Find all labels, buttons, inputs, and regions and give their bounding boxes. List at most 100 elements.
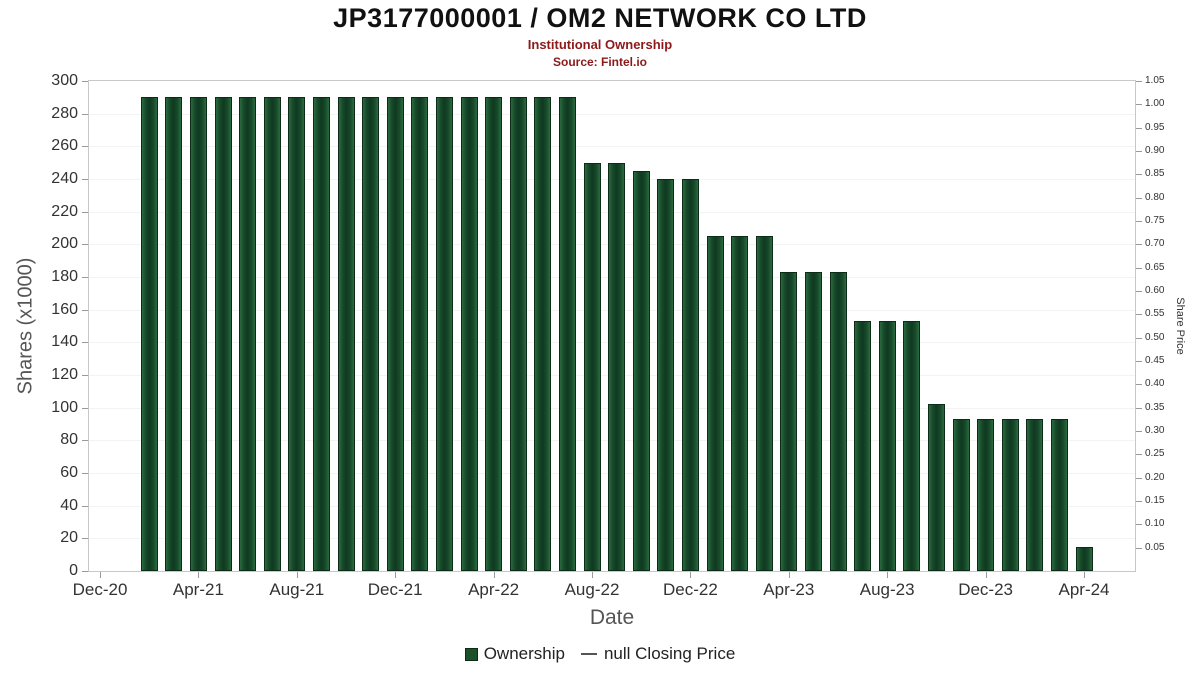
- y-tick-label: 80: [60, 431, 78, 449]
- secondary-y-axis-tick: [1136, 524, 1142, 526]
- x-tick-label: Apr-21: [172, 580, 224, 599]
- x-axis-tick: [788, 572, 790, 578]
- secondary-y-tick-label: 0.50: [1145, 331, 1165, 343]
- secondary-y-tick-label: 0.15: [1145, 495, 1165, 506]
- ownership-bar: [411, 97, 429, 571]
- ownership-bar: [1050, 419, 1068, 571]
- ownership-bar: [977, 419, 995, 571]
- ownership-bar: [706, 236, 724, 571]
- x-tick-label: Apr-22: [468, 580, 520, 599]
- ownership-bar: [780, 272, 798, 571]
- ownership-bar: [804, 272, 822, 571]
- ownership-bar: [485, 97, 503, 571]
- secondary-y-axis-tick: [1136, 291, 1142, 292]
- secondary-y-tick-label: 0.70: [1145, 238, 1165, 250]
- secondary-y-tick-label: 0.55: [1145, 308, 1165, 320]
- ownership-bar: [140, 97, 158, 571]
- secondary-y-axis-tick: [1136, 151, 1142, 152]
- secondary-y-tick-label: 0.85: [1145, 168, 1165, 180]
- ownership-bar: [312, 97, 330, 571]
- closing-price-legend-line-icon: [580, 653, 597, 655]
- ownership-legend-label: Ownership: [483, 644, 565, 663]
- secondary-y-tick-label: 0.20: [1145, 471, 1165, 483]
- ownership-bar: [165, 97, 183, 571]
- x-tick-label: Dec-23: [958, 580, 1013, 599]
- y-tick-label: 280: [51, 104, 78, 122]
- ownership-bar: [927, 404, 945, 571]
- ownership-bar: [583, 162, 601, 571]
- x-axis-tick: [985, 572, 987, 578]
- secondary-y-axis-tick: [1136, 361, 1142, 362]
- x-axis-tick: [887, 572, 889, 578]
- y-tick-label: 260: [51, 137, 78, 155]
- secondary-y-axis-tick: [1136, 407, 1142, 409]
- ownership-bar: [1001, 419, 1019, 571]
- secondary-y-tick-label: 0.80: [1145, 191, 1165, 203]
- x-tick-label: Apr-23: [763, 580, 815, 599]
- y-axis-tick: [82, 277, 88, 278]
- y-axis-tick: [82, 146, 88, 148]
- secondary-y-tick-label: 0.40: [1145, 378, 1165, 390]
- secondary-y-tick-label: 1.05: [1145, 75, 1165, 86]
- y-tick-label: 0: [69, 562, 78, 579]
- chart-source-label: Source: Fintel.io: [552, 55, 647, 69]
- y-tick-label: 140: [51, 333, 78, 351]
- x-axis-title: Date: [589, 606, 635, 629]
- y-axis-tick: [82, 473, 88, 474]
- secondary-y-axis-tick: [1136, 477, 1142, 479]
- ownership-bar: [239, 97, 257, 571]
- x-axis-tick: [1084, 572, 1085, 578]
- secondary-y-tick-label: 0.45: [1145, 355, 1165, 366]
- y-tick-label: 120: [51, 366, 78, 383]
- secondary-y-tick-label: 0.10: [1145, 518, 1165, 530]
- ownership-bar: [362, 97, 380, 571]
- x-axis-tick: [296, 572, 298, 578]
- y-axis-tick: [82, 407, 88, 409]
- ownership-bar: [214, 97, 232, 571]
- y-axis-tick: [82, 440, 88, 442]
- y-tick-label: 100: [51, 398, 78, 416]
- x-tick-label: Aug-21: [269, 580, 325, 599]
- x-tick-label: Apr-24: [1058, 580, 1110, 599]
- plot-area: [88, 80, 1136, 572]
- secondary-y-tick-label: 0.30: [1145, 425, 1165, 436]
- secondary-y-axis-tick: [1136, 501, 1142, 502]
- secondary-y-tick-label: 0.60: [1145, 285, 1165, 296]
- ownership-bar: [558, 97, 576, 571]
- y-axis-tick: [82, 342, 88, 344]
- ownership-bar: [435, 97, 453, 571]
- ownership-bar: [681, 179, 699, 571]
- ownership-bar: [878, 321, 896, 571]
- secondary-y-axis-tick: [1136, 431, 1142, 432]
- y-axis-tick: [82, 244, 88, 246]
- y-tick-label: 180: [51, 268, 78, 285]
- ownership-bar: [854, 321, 872, 571]
- secondary-y-axis-tick: [1136, 267, 1142, 269]
- y-tick-label: 200: [51, 235, 78, 253]
- gridline: [89, 146, 1135, 148]
- y-axis-tick: [82, 211, 88, 213]
- ownership-bar: [534, 97, 552, 571]
- y-tick-label: 220: [51, 202, 78, 220]
- secondary-y-axis-tick: [1136, 174, 1142, 176]
- chart-subtitle: Institutional Ownership: [527, 37, 673, 52]
- ownership-bar: [608, 162, 626, 571]
- secondary-y-axis-tick: [1136, 127, 1142, 129]
- closing-price-legend-label: null Closing Price: [603, 644, 736, 663]
- y-tick-label: 160: [51, 300, 78, 318]
- x-axis-tick: [198, 572, 200, 578]
- x-axis-tick: [493, 572, 495, 578]
- secondary-y-tick-label: 0.75: [1145, 215, 1165, 226]
- ownership-bar: [1026, 419, 1044, 571]
- y-axis-tick: [82, 309, 88, 311]
- ownership-bar: [386, 97, 404, 571]
- y-axis-tick: [82, 113, 88, 115]
- ownership-bar: [337, 97, 355, 571]
- ownership-bar: [1075, 546, 1093, 571]
- y-tick-label: 60: [60, 464, 78, 481]
- ownership-bar: [903, 321, 921, 571]
- ownership-legend-swatch-icon: [464, 647, 478, 661]
- ownership-bar: [952, 419, 970, 571]
- y-axis-tick: [82, 81, 88, 82]
- chart-title: JP3177000001 / OM2 NETWORK CO LTD: [333, 3, 867, 33]
